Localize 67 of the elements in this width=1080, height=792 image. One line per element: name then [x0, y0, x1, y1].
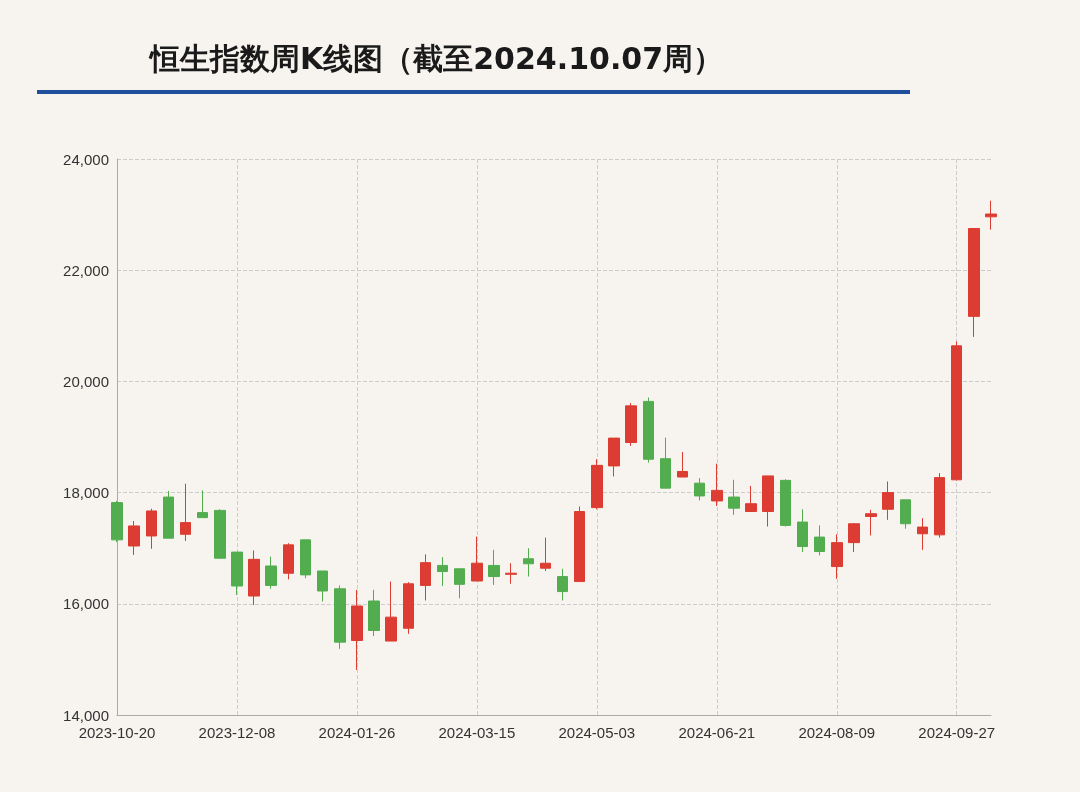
y-tick-label: 22,000	[63, 261, 109, 279]
candlestick	[711, 463, 723, 507]
candlestick	[317, 570, 328, 603]
candlestick	[660, 437, 671, 489]
candlestick	[625, 402, 637, 447]
candlestick	[128, 520, 140, 556]
candlestick	[265, 556, 277, 590]
candlestick	[146, 508, 157, 550]
candlestick	[677, 451, 688, 478]
candlestick	[900, 499, 911, 530]
chart-title: 恒生指数周K线图（截至2024.10.07周）	[148, 40, 724, 76]
candlestick	[694, 477, 705, 501]
candlestick	[385, 581, 397, 642]
candlestick	[831, 533, 843, 580]
x-tick-label: 2024-08-09	[798, 724, 876, 741]
candlestick	[283, 542, 294, 580]
candlestick	[728, 479, 740, 516]
y-tick-label: 18,000	[63, 484, 109, 502]
candlestick	[574, 506, 585, 583]
candlestick	[608, 437, 620, 477]
x-tick-label: 2024-09-27	[918, 724, 996, 741]
candlestick	[368, 589, 380, 637]
candlestick	[403, 581, 414, 635]
candlestick	[797, 508, 808, 553]
y-tick-label: 24,000	[63, 150, 109, 168]
candlestick	[505, 562, 517, 585]
y-tick-label: 14,000	[63, 706, 109, 724]
candlestick	[197, 489, 208, 519]
candlestick	[643, 397, 654, 464]
candlestick	[745, 485, 757, 512]
candlestick	[968, 228, 980, 338]
candlestick	[951, 340, 962, 481]
x-tick-label: 2023-12-08	[198, 724, 276, 741]
candlestick	[163, 490, 174, 539]
x-tick-label: 2024-05-03	[558, 724, 636, 741]
candlestick	[917, 517, 928, 551]
candlestick	[300, 539, 311, 579]
candlestick	[351, 589, 363, 671]
y-tick-label: 20,000	[63, 372, 109, 390]
candlestick	[248, 549, 260, 606]
candlestick	[214, 508, 226, 560]
candlestick	[780, 478, 791, 528]
candlestick	[454, 568, 465, 599]
candlestick	[231, 551, 243, 596]
candlestick	[848, 522, 860, 553]
candlestick	[814, 524, 825, 556]
y-tick-label: 16,000	[63, 595, 109, 613]
x-tick-label: 2024-01-26	[318, 724, 396, 741]
candlestick	[540, 537, 551, 572]
candlestick	[471, 536, 483, 582]
candlestick	[882, 480, 894, 521]
candlestick	[557, 568, 568, 601]
candlestick	[488, 549, 500, 586]
candlestick	[420, 553, 431, 601]
candlestick	[985, 200, 997, 231]
x-tick-label: 2023-10-20	[78, 724, 156, 741]
candlestick	[934, 472, 945, 539]
candlestick	[111, 500, 123, 543]
candlestick	[334, 584, 346, 650]
x-tick-label: 2024-03-15	[438, 724, 516, 741]
x-tick-label: 2024-06-21	[678, 724, 756, 741]
candlestick	[762, 475, 774, 528]
candlestick	[865, 509, 877, 536]
candlestick	[437, 556, 448, 587]
candlestick	[591, 458, 603, 510]
candlestick	[180, 483, 191, 542]
candlestick	[523, 547, 534, 578]
